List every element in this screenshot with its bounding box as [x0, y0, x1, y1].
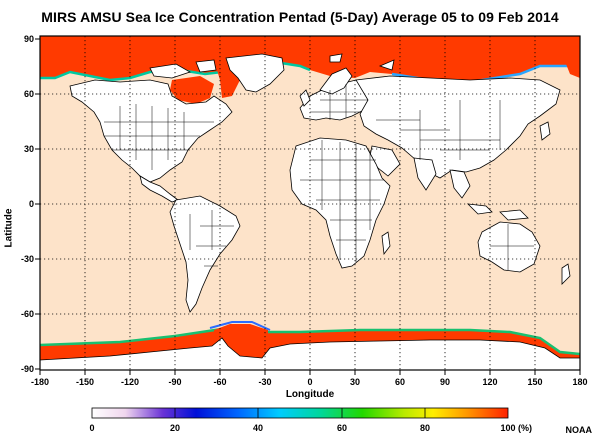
colorbar-tick-label: 20	[170, 423, 180, 433]
y-tick-label: 0	[29, 199, 34, 209]
colorbar-tick-label: 80	[420, 423, 430, 433]
y-tick-label: 90	[24, 34, 34, 44]
x-tick-label: -150	[76, 377, 94, 387]
y-tick-label: 60	[24, 89, 34, 99]
x-tick-label: 120	[482, 377, 497, 387]
y-tick-label: -90	[21, 364, 34, 374]
x-tick-label: 60	[395, 377, 405, 387]
axis-tick-marks	[35, 38, 581, 375]
colorbar-tick-label: 60	[337, 423, 347, 433]
y-tick-label: 30	[24, 144, 34, 154]
y-axis-label: Latitude	[3, 208, 15, 248]
antarctica-land	[40, 337, 580, 370]
colorbar-tick-label: 40	[253, 423, 263, 433]
colorbar-unit: (%)	[518, 423, 532, 433]
x-tick-label: -120	[121, 377, 139, 387]
colorbar-tick-label: 100	[500, 423, 515, 433]
map-title: MIRS AMSU Sea Ice Concentration Pentad (…	[41, 9, 559, 25]
political-borders	[104, 84, 534, 270]
y-tick-label: -30	[21, 254, 34, 264]
x-tick-label: 150	[527, 377, 542, 387]
x-tick-label: -30	[258, 377, 271, 387]
x-tick-label: 90	[440, 377, 450, 387]
x-tick-label: -90	[168, 377, 181, 387]
y-tick-label: -60	[21, 309, 34, 319]
x-tick-label: 180	[572, 377, 587, 387]
x-tick-label: -180	[31, 377, 49, 387]
x-tick-label: 0	[307, 377, 312, 387]
colorbar	[91, 407, 509, 419]
x-tick-label: 30	[350, 377, 360, 387]
colorbar-tick-label: 0	[89, 423, 94, 433]
x-axis-label: Longitude	[285, 389, 335, 400]
x-tick-label: -60	[213, 377, 226, 387]
credit-label: NOAA	[565, 425, 593, 435]
continents	[69, 53, 571, 313]
